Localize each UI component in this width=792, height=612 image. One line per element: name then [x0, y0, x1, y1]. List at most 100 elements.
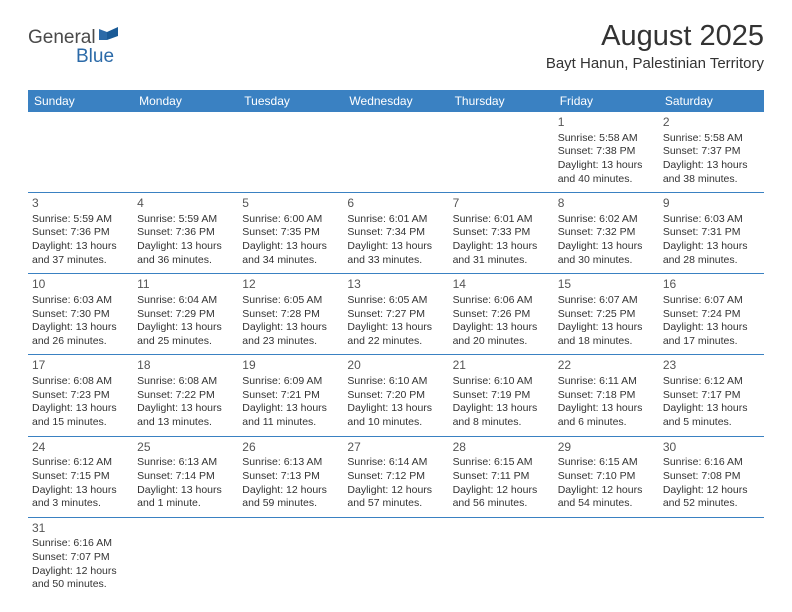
calendar-day-cell: 21Sunrise: 6:10 AMSunset: 7:19 PMDayligh…	[449, 355, 554, 436]
sunrise-line: Sunrise: 6:11 AM	[558, 375, 655, 389]
day-number: 1	[558, 115, 655, 131]
sunrise-line: Sunrise: 6:01 AM	[453, 213, 550, 227]
day-number: 28	[453, 440, 550, 456]
sunrise-line: Sunrise: 6:02 AM	[558, 213, 655, 227]
sunrise-line: Sunrise: 6:01 AM	[347, 213, 444, 227]
calendar-day-cell: 17Sunrise: 6:08 AMSunset: 7:23 PMDayligh…	[28, 355, 133, 436]
sunrise-line: Sunrise: 5:58 AM	[663, 132, 760, 146]
day-number: 6	[347, 196, 444, 212]
sunset-line: Sunset: 7:33 PM	[453, 226, 550, 240]
sunrise-line: Sunrise: 6:05 AM	[242, 294, 339, 308]
sunrise-line: Sunrise: 6:09 AM	[242, 375, 339, 389]
daylight-line: Daylight: 12 hours and 56 minutes.	[453, 484, 550, 511]
sunset-line: Sunset: 7:18 PM	[558, 389, 655, 403]
sunset-line: Sunset: 7:36 PM	[32, 226, 129, 240]
calendar-day-cell: 10Sunrise: 6:03 AMSunset: 7:30 PMDayligh…	[28, 274, 133, 355]
day-number: 14	[453, 277, 550, 293]
logo-sub: Blue	[28, 46, 114, 68]
sunrise-line: Sunrise: 6:15 AM	[558, 456, 655, 470]
day-number: 9	[663, 196, 760, 212]
calendar-empty-cell	[449, 517, 554, 598]
calendar-empty-cell	[343, 517, 448, 598]
calendar-day-cell: 25Sunrise: 6:13 AMSunset: 7:14 PMDayligh…	[133, 436, 238, 517]
calendar-day-cell: 28Sunrise: 6:15 AMSunset: 7:11 PMDayligh…	[449, 436, 554, 517]
day-number: 7	[453, 196, 550, 212]
sunrise-line: Sunrise: 6:15 AM	[453, 456, 550, 470]
calendar-day-cell: 3Sunrise: 5:59 AMSunset: 7:36 PMDaylight…	[28, 193, 133, 274]
sunset-line: Sunset: 7:28 PM	[242, 308, 339, 322]
calendar-week: 1Sunrise: 5:58 AMSunset: 7:38 PMDaylight…	[28, 112, 764, 193]
calendar-day-cell: 15Sunrise: 6:07 AMSunset: 7:25 PMDayligh…	[554, 274, 659, 355]
sunrise-line: Sunrise: 6:00 AM	[242, 213, 339, 227]
day-number: 31	[32, 521, 129, 537]
calendar-week: 31Sunrise: 6:16 AMSunset: 7:07 PMDayligh…	[28, 517, 764, 598]
calendar-day-cell: 26Sunrise: 6:13 AMSunset: 7:13 PMDayligh…	[238, 436, 343, 517]
day-number: 4	[137, 196, 234, 212]
day-number: 20	[347, 358, 444, 374]
calendar-empty-cell	[554, 517, 659, 598]
daylight-line: Daylight: 12 hours and 57 minutes.	[347, 484, 444, 511]
daylight-line: Daylight: 13 hours and 8 minutes.	[453, 402, 550, 429]
day-number: 11	[137, 277, 234, 293]
sunrise-line: Sunrise: 6:14 AM	[347, 456, 444, 470]
sunrise-line: Sunrise: 6:07 AM	[663, 294, 760, 308]
sunset-line: Sunset: 7:14 PM	[137, 470, 234, 484]
calendar-day-cell: 5Sunrise: 6:00 AMSunset: 7:35 PMDaylight…	[238, 193, 343, 274]
daylight-line: Daylight: 13 hours and 36 minutes.	[137, 240, 234, 267]
calendar-day-cell: 29Sunrise: 6:15 AMSunset: 7:10 PMDayligh…	[554, 436, 659, 517]
calendar-day-cell: 4Sunrise: 5:59 AMSunset: 7:36 PMDaylight…	[133, 193, 238, 274]
daylight-line: Daylight: 13 hours and 25 minutes.	[137, 321, 234, 348]
daylight-line: Daylight: 12 hours and 52 minutes.	[663, 484, 760, 511]
sunset-line: Sunset: 7:07 PM	[32, 551, 129, 565]
day-number: 24	[32, 440, 129, 456]
sunset-line: Sunset: 7:37 PM	[663, 145, 760, 159]
day-number: 18	[137, 358, 234, 374]
day-number: 3	[32, 196, 129, 212]
sunrise-line: Sunrise: 6:04 AM	[137, 294, 234, 308]
calendar-day-cell: 9Sunrise: 6:03 AMSunset: 7:31 PMDaylight…	[659, 193, 764, 274]
calendar-empty-cell	[238, 112, 343, 193]
daylight-line: Daylight: 13 hours and 22 minutes.	[347, 321, 444, 348]
calendar-day-cell: 6Sunrise: 6:01 AMSunset: 7:34 PMDaylight…	[343, 193, 448, 274]
sunset-line: Sunset: 7:20 PM	[347, 389, 444, 403]
day-number: 22	[558, 358, 655, 374]
location: Bayt Hanun, Palestinian Territory	[546, 55, 764, 72]
day-header: Sunday	[28, 90, 133, 112]
daylight-line: Daylight: 13 hours and 23 minutes.	[242, 321, 339, 348]
daylight-line: Daylight: 13 hours and 10 minutes.	[347, 402, 444, 429]
sunrise-line: Sunrise: 6:16 AM	[32, 537, 129, 551]
daylight-line: Daylight: 13 hours and 11 minutes.	[242, 402, 339, 429]
daylight-line: Daylight: 13 hours and 40 minutes.	[558, 159, 655, 186]
day-header: Thursday	[449, 90, 554, 112]
calendar-table: SundayMondayTuesdayWednesdayThursdayFrid…	[28, 90, 764, 598]
sunrise-line: Sunrise: 6:12 AM	[663, 375, 760, 389]
daylight-line: Daylight: 13 hours and 37 minutes.	[32, 240, 129, 267]
daylight-line: Daylight: 13 hours and 20 minutes.	[453, 321, 550, 348]
sunrise-line: Sunrise: 6:07 AM	[558, 294, 655, 308]
calendar-day-cell: 2Sunrise: 5:58 AMSunset: 7:37 PMDaylight…	[659, 112, 764, 193]
calendar-day-cell: 11Sunrise: 6:04 AMSunset: 7:29 PMDayligh…	[133, 274, 238, 355]
sunset-line: Sunset: 7:24 PM	[663, 308, 760, 322]
sunrise-line: Sunrise: 6:16 AM	[663, 456, 760, 470]
sunset-line: Sunset: 7:26 PM	[453, 308, 550, 322]
calendar-week: 3Sunrise: 5:59 AMSunset: 7:36 PMDaylight…	[28, 193, 764, 274]
day-number: 13	[347, 277, 444, 293]
daylight-line: Daylight: 13 hours and 6 minutes.	[558, 402, 655, 429]
daylight-line: Daylight: 13 hours and 38 minutes.	[663, 159, 760, 186]
sunset-line: Sunset: 7:34 PM	[347, 226, 444, 240]
calendar-week: 10Sunrise: 6:03 AMSunset: 7:30 PMDayligh…	[28, 274, 764, 355]
calendar-empty-cell	[238, 517, 343, 598]
day-number: 21	[453, 358, 550, 374]
day-number: 16	[663, 277, 760, 293]
sunrise-line: Sunrise: 6:10 AM	[453, 375, 550, 389]
day-number: 25	[137, 440, 234, 456]
calendar-day-cell: 30Sunrise: 6:16 AMSunset: 7:08 PMDayligh…	[659, 436, 764, 517]
calendar-day-cell: 18Sunrise: 6:08 AMSunset: 7:22 PMDayligh…	[133, 355, 238, 436]
sunrise-line: Sunrise: 6:05 AM	[347, 294, 444, 308]
calendar-day-cell: 8Sunrise: 6:02 AMSunset: 7:32 PMDaylight…	[554, 193, 659, 274]
calendar-week: 17Sunrise: 6:08 AMSunset: 7:23 PMDayligh…	[28, 355, 764, 436]
calendar-day-cell: 14Sunrise: 6:06 AMSunset: 7:26 PMDayligh…	[449, 274, 554, 355]
sunrise-line: Sunrise: 6:06 AM	[453, 294, 550, 308]
calendar-day-cell: 22Sunrise: 6:11 AMSunset: 7:18 PMDayligh…	[554, 355, 659, 436]
sunset-line: Sunset: 7:32 PM	[558, 226, 655, 240]
